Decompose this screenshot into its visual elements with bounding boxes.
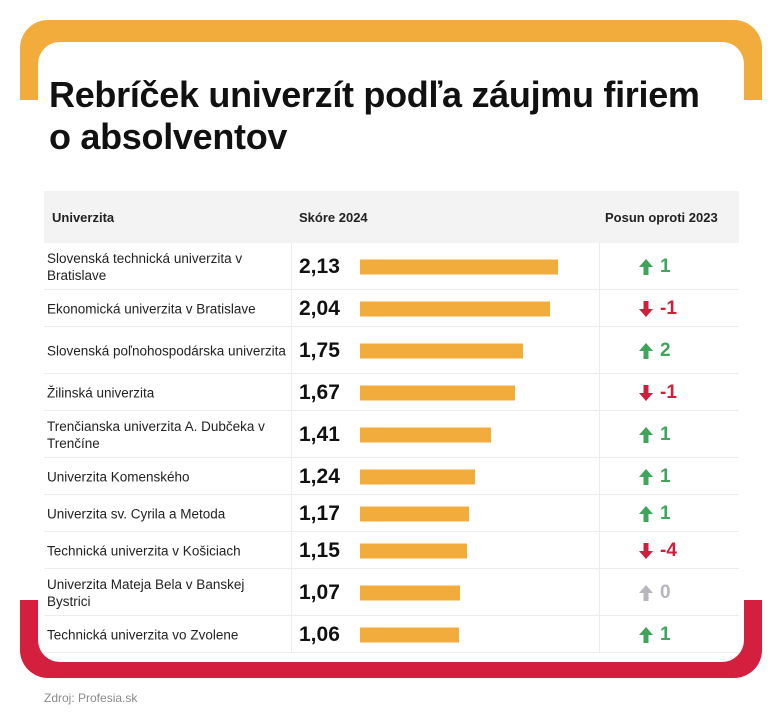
university-name: Slovenská technická univerzita v Bratisl… (47, 250, 243, 283)
shift-indicator: 0 (638, 582, 690, 604)
score-cell: 1,17 (291, 495, 599, 532)
arrow-up-icon (639, 258, 653, 275)
score-value: 1,17 (299, 501, 340, 525)
column-header-score: Skóre 2024 (299, 210, 368, 225)
column-header-shift: Posun oproti 2023 (605, 210, 718, 225)
university-name: Univerzita sv. Cyrila a Metoda (47, 506, 226, 521)
arrow-up-icon (639, 468, 653, 485)
score-value: 1,75 (299, 338, 340, 362)
source-note: Zdroj: Profesia.sk (44, 691, 138, 705)
ranking-table: Univerzita Skóre 2024 Posun oproti 2023 … (44, 191, 739, 653)
score-bar (360, 506, 469, 521)
arrow-up-icon (639, 505, 653, 522)
score-cell: 1,07 (291, 569, 599, 616)
university-name: Technická univerzita v Košiciach (47, 543, 241, 558)
score-bar (360, 301, 550, 316)
shift-value: -1 (660, 297, 677, 319)
shift-value: 1 (660, 255, 671, 277)
score-value: 1,15 (299, 538, 340, 562)
score-bar (360, 259, 558, 274)
score-bar (360, 343, 523, 358)
university-name: Trenčianska univerzita A. Dubčeka v Tren… (47, 418, 265, 451)
university-name: Technická univerzita vo Zvolene (47, 627, 239, 642)
arrow-down-icon (639, 300, 653, 317)
university-name: Univerzita Komenského (47, 469, 190, 484)
column-divider (599, 243, 600, 653)
score-cell: 1,15 (291, 532, 599, 569)
university-name: Slovenská poľnohospodárska univerzita (47, 343, 286, 358)
table-header: Univerzita Skóre 2024 Posun oproti 2023 (44, 191, 739, 243)
table-row: Univerzita Komenského 1,24 1 (44, 458, 739, 495)
score-value: 2,13 (299, 254, 340, 278)
table-row: Technická univerzita v Košiciach 1,15 -4 (44, 532, 739, 569)
table-row: Ekonomická univerzita v Bratislave 2,04 -1 (44, 290, 739, 327)
shift-indicator: 1 (638, 256, 690, 278)
university-name: Ekonomická univerzita v Bratislave (47, 301, 256, 316)
shift-value: 2 (660, 339, 671, 361)
score-bar (360, 385, 516, 400)
university-name: Žilinská univerzita (47, 385, 155, 400)
shift-indicator: 1 (638, 466, 690, 488)
shift-indicator: 1 (638, 503, 690, 525)
column-divider (291, 243, 292, 653)
arrow-up-icon (639, 626, 653, 643)
shift-value: -1 (660, 381, 677, 403)
score-value: 1,24 (299, 464, 340, 488)
score-bar (360, 427, 492, 442)
score-bar (360, 627, 459, 642)
table-row: Univerzita Mateja Bela v Banskej Bystric… (44, 569, 739, 616)
shift-indicator: -1 (638, 298, 690, 320)
shift-value: 1 (660, 465, 671, 487)
score-bar (360, 543, 467, 558)
arrow-up-neutral-icon (639, 584, 653, 601)
score-cell: 1,06 (291, 616, 599, 653)
table-row: Žilinská univerzita 1,67 -1 (44, 374, 739, 411)
shift-value: 1 (660, 423, 671, 445)
shift-value: 0 (660, 581, 671, 603)
score-value: 1,07 (299, 580, 340, 604)
chart-title: Rebríček univerzít podľa záujmu firiem o… (49, 74, 700, 157)
score-value: 2,04 (299, 296, 340, 320)
table-row: Technická univerzita vo Zvolene 1,06 1 (44, 616, 739, 653)
arrow-up-icon (639, 426, 653, 443)
arrow-down-icon (639, 542, 653, 559)
shift-indicator: -1 (638, 382, 690, 404)
score-cell: 1,67 (291, 374, 599, 411)
university-name: Univerzita Mateja Bela v Banskej Bystric… (47, 576, 245, 609)
score-value: 1,67 (299, 380, 340, 404)
score-cell: 1,41 (291, 411, 599, 458)
shift-indicator: 2 (638, 340, 690, 362)
score-bar (360, 585, 460, 600)
score-value: 1,06 (299, 622, 340, 646)
shift-value: 1 (660, 623, 671, 645)
table-row: Slovenská poľnohospodárska univerzita 1,7… (44, 327, 739, 374)
score-bar (360, 469, 476, 484)
table-row: Univerzita sv. Cyrila a Metoda 1,17 1 (44, 495, 739, 532)
shift-value: 1 (660, 502, 671, 524)
shift-indicator: 1 (638, 424, 690, 446)
shift-indicator: -4 (638, 540, 690, 562)
table-row: Slovenská technická univerzita v Bratisl… (44, 243, 739, 290)
shift-value: -4 (660, 539, 677, 561)
score-cell: 1,75 (291, 327, 599, 374)
column-header-university: Univerzita (52, 210, 115, 225)
score-cell: 2,13 (291, 243, 599, 290)
score-cell: 2,04 (291, 290, 599, 327)
arrow-down-icon (639, 384, 653, 401)
table-body: Slovenská technická univerzita v Bratisl… (44, 243, 739, 653)
shift-indicator: 1 (638, 624, 690, 646)
score-cell: 1,24 (291, 458, 599, 495)
table-row: Trenčianska univerzita A. Dubčeka v Tren… (44, 411, 739, 458)
arrow-up-icon (639, 342, 653, 359)
score-value: 1,41 (299, 422, 340, 446)
